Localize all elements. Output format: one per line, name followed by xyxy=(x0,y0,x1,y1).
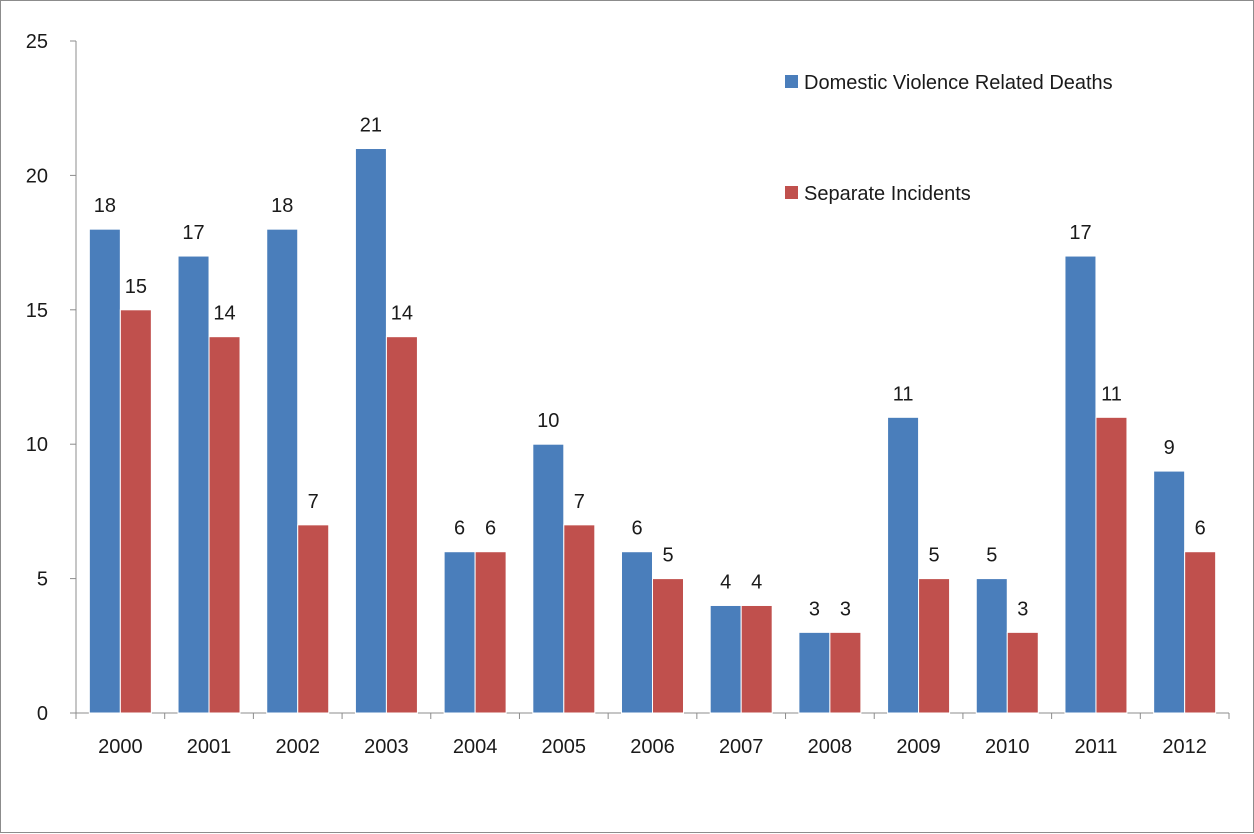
bar-deaths-2007 xyxy=(709,604,742,714)
bar-deaths-2009 xyxy=(887,416,920,714)
data-label: 17 xyxy=(182,222,204,244)
data-label: 7 xyxy=(308,491,319,513)
data-label: 5 xyxy=(662,545,673,567)
legend-swatch xyxy=(785,75,798,88)
x-tick-label: 2007 xyxy=(719,736,764,758)
bar-incidents-2005 xyxy=(563,524,596,714)
data-label: 3 xyxy=(809,598,820,620)
bars xyxy=(88,148,1217,714)
data-label: 11 xyxy=(893,383,914,405)
data-label: 5 xyxy=(986,545,997,567)
x-tick-label: 2010 xyxy=(985,736,1030,758)
y-tick-label: 10 xyxy=(26,434,48,456)
bar-incidents-2002 xyxy=(297,524,330,714)
data-label: 14 xyxy=(213,303,235,325)
legend-entry: Separate Incidents xyxy=(804,183,971,205)
bar-incidents-2003 xyxy=(385,336,418,714)
x-tick-label: 2003 xyxy=(364,736,409,758)
bar-incidents-2011 xyxy=(1095,416,1128,714)
bar-incidents-2009 xyxy=(918,578,951,714)
data-label: 17 xyxy=(1069,222,1091,244)
bar-incidents-2007 xyxy=(740,604,773,714)
x-tick-label: 2004 xyxy=(453,736,498,758)
x-tick-label: 2011 xyxy=(1074,736,1117,758)
y-tick-label: 25 xyxy=(26,31,48,53)
legend: Domestic Violence Related Deaths Separate… xyxy=(785,72,1113,205)
x-tick-label: 2008 xyxy=(808,736,853,758)
data-label: 6 xyxy=(631,518,642,540)
bar-incidents-2004 xyxy=(474,551,507,714)
bar-deaths-2010 xyxy=(975,578,1008,714)
data-label: 21 xyxy=(360,115,382,137)
data-label: 11 xyxy=(1101,383,1122,405)
data-label: 18 xyxy=(94,195,116,217)
bar-deaths-2004 xyxy=(443,551,476,714)
x-tick-label: 2002 xyxy=(275,736,320,758)
data-label: 14 xyxy=(391,303,413,325)
data-label: 6 xyxy=(485,518,496,540)
x-tick-label: 2000 xyxy=(98,736,143,758)
x-tick-label: 2001 xyxy=(187,736,232,758)
data-label: 15 xyxy=(125,276,147,298)
bar-incidents-2000 xyxy=(119,309,152,714)
bar-deaths-2005 xyxy=(532,443,565,714)
data-label: 4 xyxy=(751,571,762,593)
legend-entry: Domestic Violence Related Deaths xyxy=(804,72,1113,94)
bar-deaths-2000 xyxy=(88,228,121,714)
data-label: 10 xyxy=(537,410,559,432)
data-label: 6 xyxy=(454,518,465,540)
data-label: 4 xyxy=(720,571,731,593)
y-tick-label: 20 xyxy=(26,165,48,187)
bar-incidents-2001 xyxy=(208,336,241,714)
bar-incidents-2010 xyxy=(1006,631,1039,714)
y-tick-label: 15 xyxy=(26,300,48,322)
data-label: 7 xyxy=(574,491,585,513)
data-label: 3 xyxy=(1017,598,1028,620)
x-tick-label: 2012 xyxy=(1162,736,1207,758)
axes: 0 5 10 15 20 25 2000 2001 2002 2003 2004 2005 2006 20… xyxy=(26,31,1230,758)
bar-incidents-2006 xyxy=(652,578,684,714)
legend-swatch xyxy=(785,186,798,199)
bar-deaths-2002 xyxy=(266,228,299,714)
data-label: 3 xyxy=(840,598,851,620)
y-tick-label: 0 xyxy=(37,703,48,725)
y-tick-label: 5 xyxy=(37,569,48,591)
bar-deaths-2011 xyxy=(1064,255,1097,714)
data-label: 6 xyxy=(1195,518,1206,540)
data-label: 18 xyxy=(271,195,293,217)
bar-deaths-2008 xyxy=(798,631,831,714)
x-tick-label: 2005 xyxy=(542,736,587,758)
x-tick-label: 2006 xyxy=(630,736,675,758)
bar-incidents-2008 xyxy=(829,631,862,714)
bar-incidents-2012 xyxy=(1184,551,1217,714)
x-tick-label: 2009 xyxy=(896,736,941,758)
data-label: 5 xyxy=(929,545,940,567)
bar-deaths-2003 xyxy=(354,148,387,714)
bar-deaths-2006 xyxy=(621,551,653,714)
bar-deaths-2012 xyxy=(1153,470,1186,714)
bar-deaths-2001 xyxy=(177,255,210,714)
data-label: 9 xyxy=(1164,437,1175,459)
